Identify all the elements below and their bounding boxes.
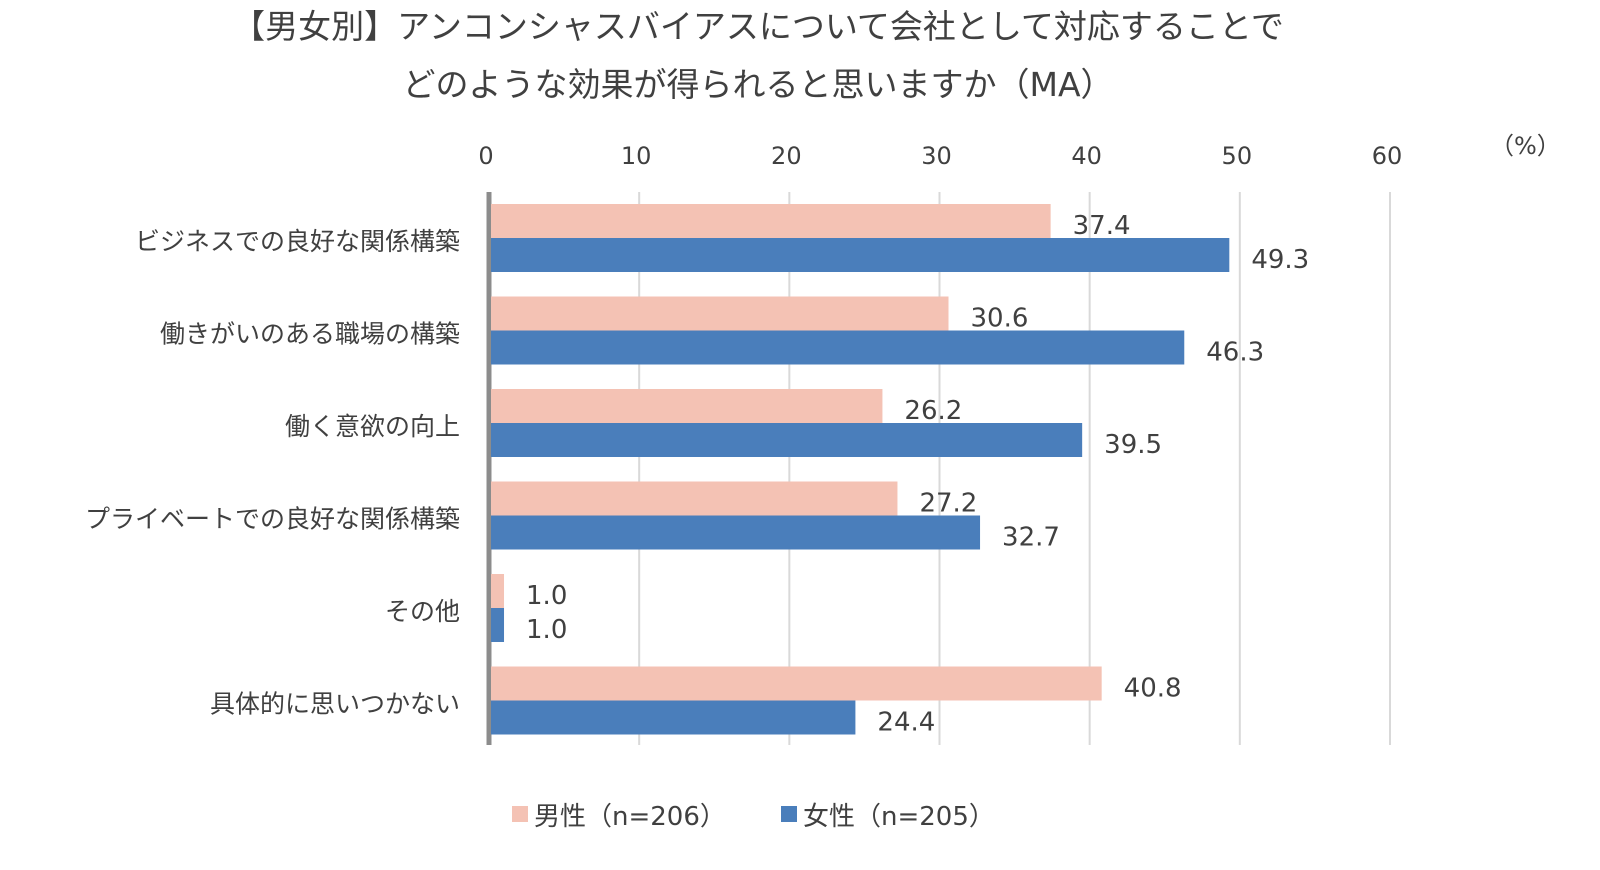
category-labels: ビジネスでの良好な関係構築働きがいのある職場の構築働く意欲の向上プライベートでの… — [85, 227, 460, 719]
category-label-3: プライベートでの良好な関係構築 — [85, 505, 460, 534]
category-label-5: 具体的に思いつかない — [210, 690, 460, 719]
chart-title: 【男女別】アンコンシャスバイアスについて会社として対応することで どのような効果… — [232, 7, 1284, 104]
category-label-4: その他 — [385, 597, 460, 626]
bar-male-3 — [491, 481, 898, 516]
category-label-2: 働く意欲の向上 — [285, 412, 460, 441]
bar-female-2 — [491, 423, 1083, 457]
data-label-male-1: 30.6 — [971, 304, 1029, 334]
data-label-female-0: 49.3 — [1251, 245, 1309, 275]
data-labels: 37.4 49.3 30.6 46.3 26.2 39.5 27.2 32.7 1.0 1.0 40… — [526, 211, 1309, 738]
data-label-female-4: 1.0 — [526, 615, 567, 645]
bars — [491, 204, 1230, 735]
data-label-male-4: 1.0 — [526, 581, 567, 611]
data-label-female-2: 39.5 — [1104, 430, 1162, 460]
legend: 男性（n=206） 女性（n=205） — [512, 802, 995, 832]
legend-label-1: 女性（n=205） — [803, 802, 995, 832]
bar-female-5 — [491, 700, 856, 735]
data-label-male-3: 27.2 — [919, 489, 977, 519]
bar-female-1 — [491, 330, 1185, 365]
category-label-1: 働きがいのある職場の構築 — [160, 320, 460, 349]
category-label-0: ビジネスでの良好な関係構築 — [135, 227, 460, 256]
x-tick-label-30: 30 — [921, 142, 952, 170]
axis-unit-label: （%） — [1490, 132, 1561, 160]
bar-female-3 — [491, 515, 981, 550]
legend-label-0: 男性（n=206） — [534, 802, 726, 832]
bar-female-0 — [491, 238, 1230, 272]
bar-female-4 — [491, 608, 505, 642]
bar-male-0 — [491, 204, 1051, 238]
data-label-female-5: 24.4 — [877, 708, 935, 738]
data-label-female-1: 46.3 — [1206, 338, 1264, 368]
x-axis-ticks: 0 10 20 30 40 50 60 — [478, 142, 1402, 170]
gridlines — [486, 192, 1391, 745]
data-label-male-2: 26.2 — [904, 396, 962, 426]
data-label-male-0: 37.4 — [1073, 211, 1131, 241]
bar-male-2 — [491, 389, 883, 423]
chart-title-line-1: 【男女別】アンコンシャスバイアスについて会社として対応することで — [232, 7, 1284, 46]
bar-male-4 — [491, 574, 505, 608]
x-tick-label-50: 50 — [1222, 142, 1253, 170]
legend-swatch-0 — [512, 806, 528, 822]
bar-male-1 — [491, 296, 949, 331]
x-tick-label-10: 10 — [621, 142, 652, 170]
bar-male-5 — [491, 666, 1102, 701]
legend-swatch-1 — [781, 806, 797, 822]
x-tick-label-0: 0 — [478, 142, 493, 170]
x-tick-label-60: 60 — [1372, 142, 1403, 170]
x-tick-label-40: 40 — [1071, 142, 1102, 170]
chart-title-line-2: どのような効果が得られると思いますか（MA） — [402, 65, 1113, 104]
x-tick-label-20: 20 — [771, 142, 802, 170]
data-label-female-3: 32.7 — [1002, 523, 1060, 553]
data-label-male-5: 40.8 — [1124, 674, 1182, 704]
